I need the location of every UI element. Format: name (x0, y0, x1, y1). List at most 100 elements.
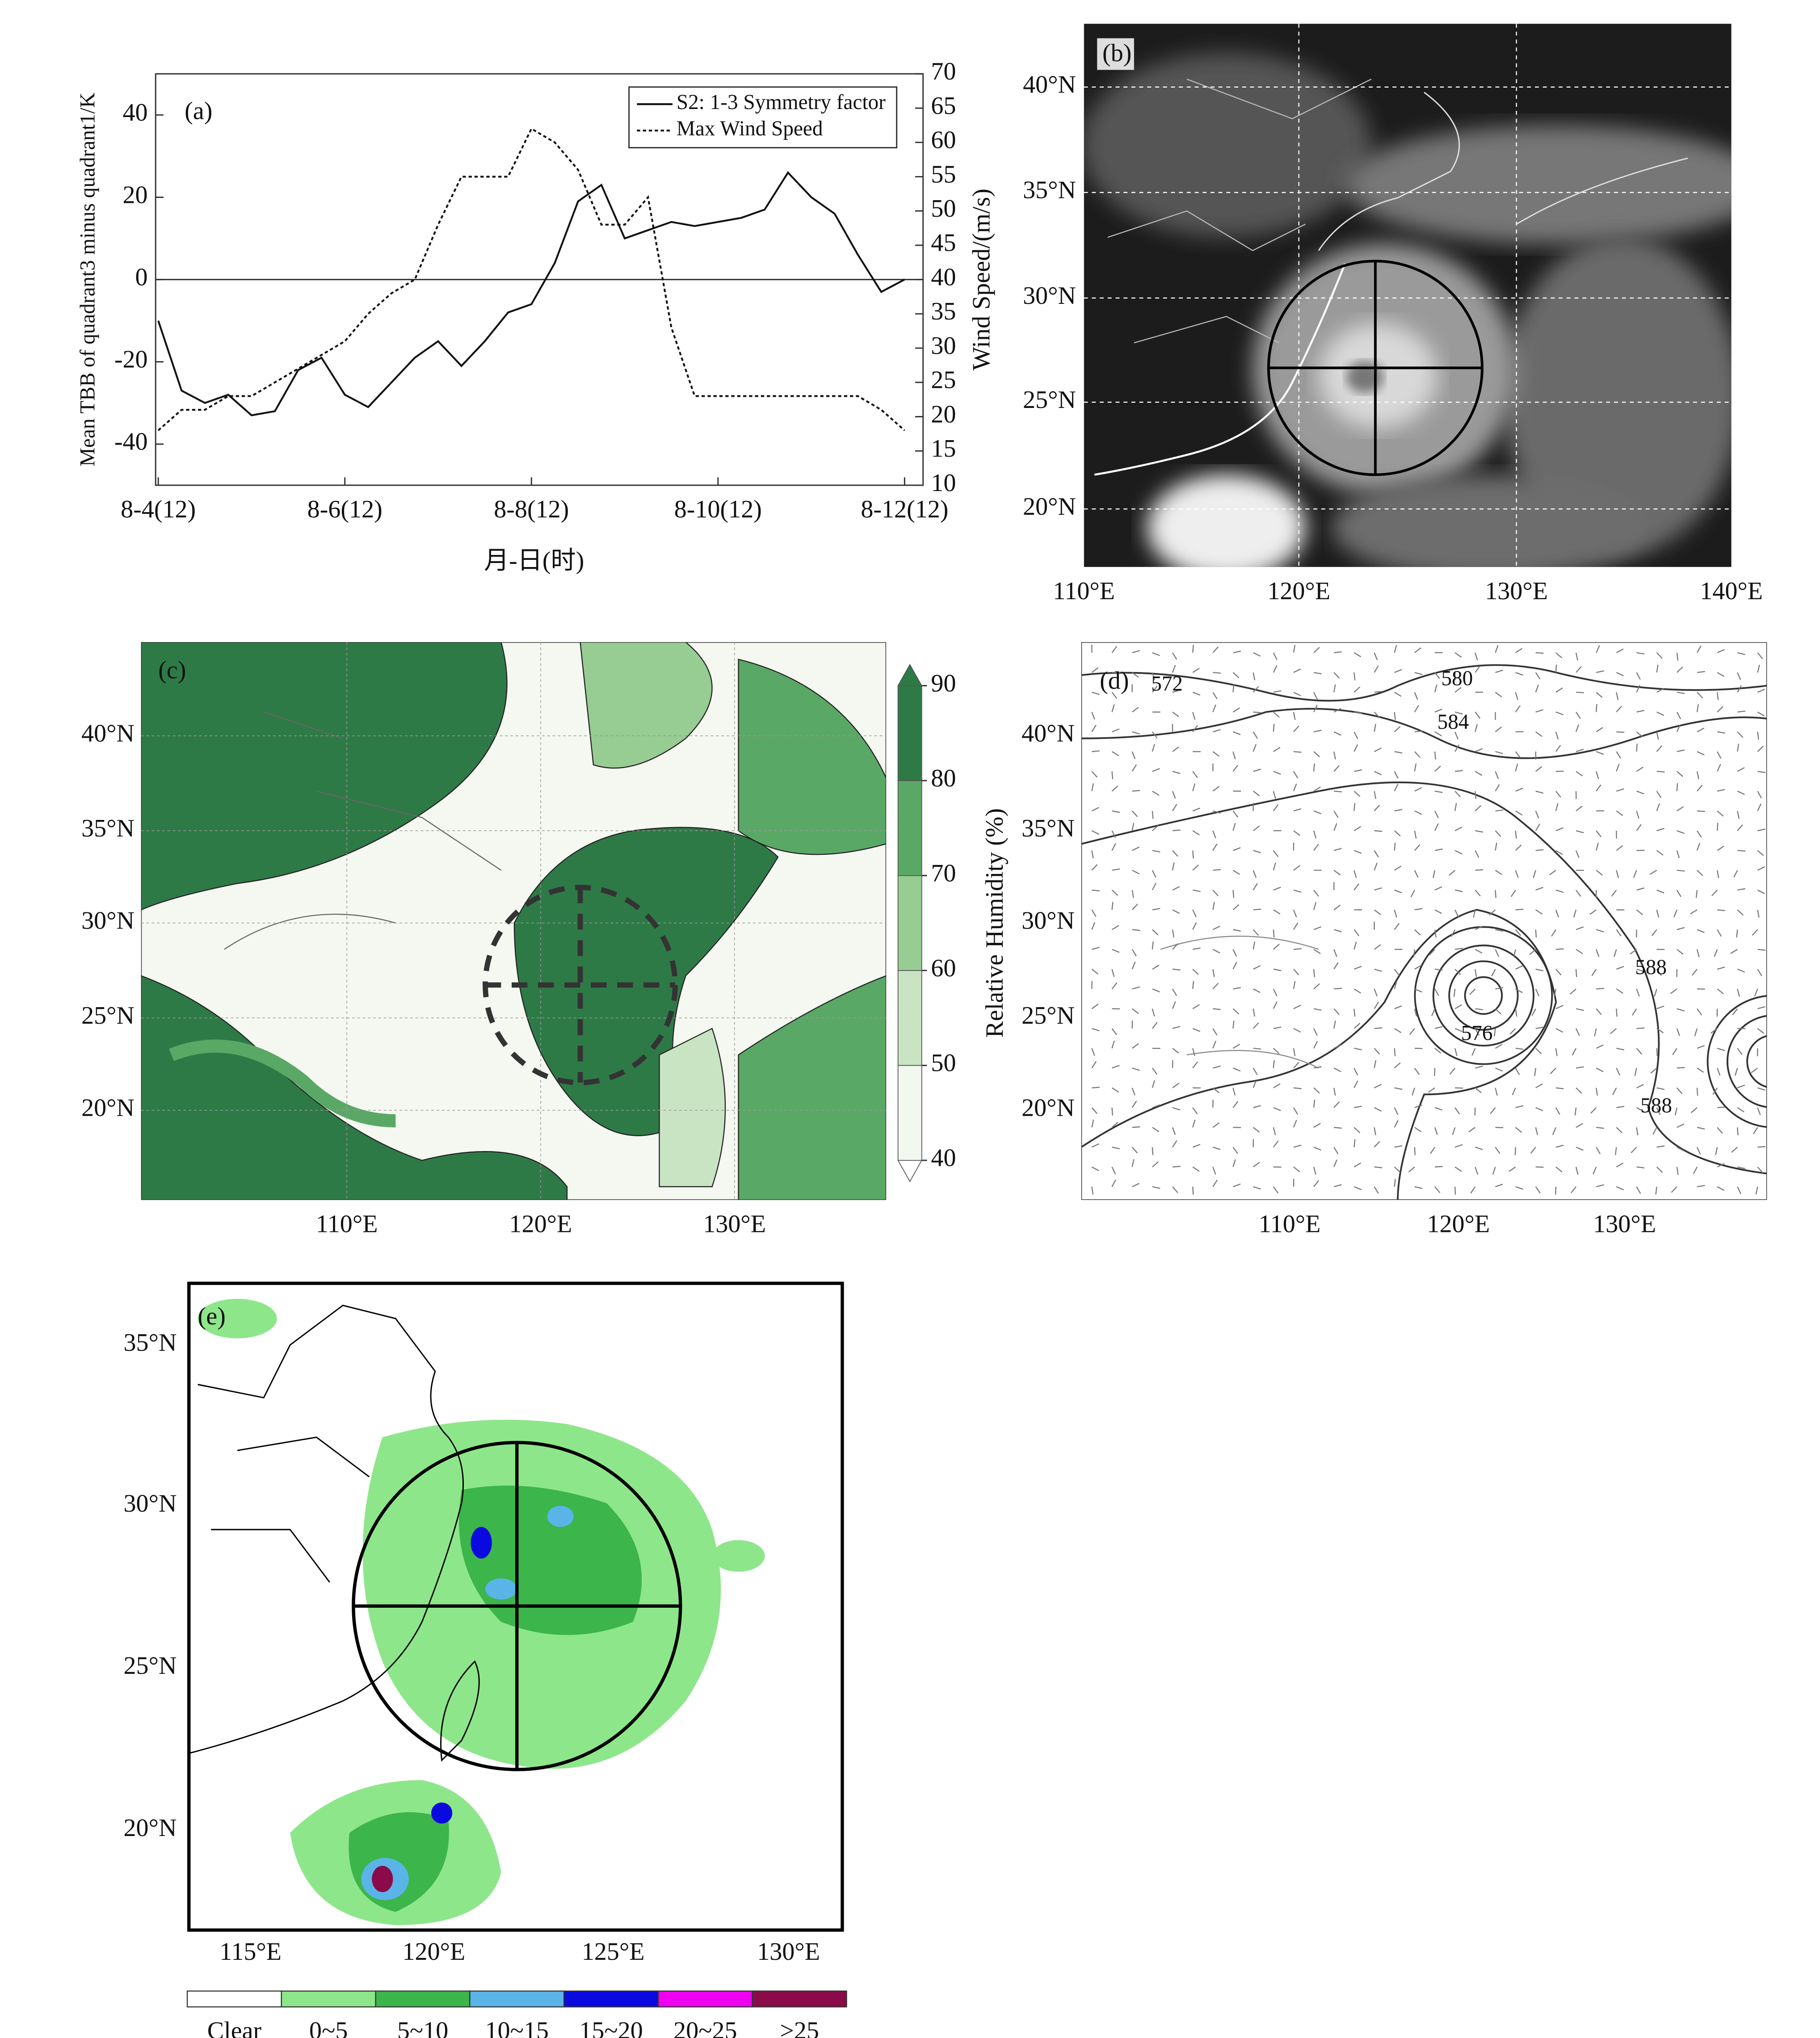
wind-barb (1192, 1119, 1196, 1128)
wind-barb (1717, 1163, 1725, 1168)
wind-barb (1394, 1120, 1399, 1128)
wind-barb (1535, 1186, 1541, 1194)
wind-barb (1515, 763, 1518, 772)
wind-map-part-part (1726, 1015, 1767, 1108)
wind-barb (1313, 830, 1317, 839)
wind-barb (1757, 1006, 1765, 1009)
wind-barb (1717, 751, 1722, 759)
wind-barb (1614, 949, 1617, 957)
wind-barb (1696, 1147, 1701, 1155)
wind-barb (1515, 787, 1523, 792)
legend-label: 0~5 (309, 2017, 348, 2038)
y2-tick-label: 50 (931, 195, 956, 223)
wind-barb (1273, 1127, 1276, 1135)
wind-barb (1414, 908, 1423, 911)
wind-barb (1555, 1087, 1564, 1089)
wind-barb (1552, 1127, 1556, 1135)
wind-barb (1475, 652, 1478, 661)
wind-barb (1575, 850, 1580, 858)
wind-barb (1253, 672, 1256, 681)
wind-barb (1152, 988, 1160, 992)
wind-barb (1515, 1127, 1522, 1133)
legend-label: Max Wind Speed (677, 117, 823, 140)
wind-barb (1313, 902, 1317, 910)
wind-barb (1596, 1044, 1604, 1049)
wind-barb (1555, 1048, 1558, 1056)
wind-barb (1333, 823, 1337, 831)
wind-barb (1212, 983, 1219, 990)
wind-map-part-part (1081, 664, 1767, 702)
wind-barb (1172, 909, 1180, 914)
wind-barb (1132, 986, 1140, 990)
wind-barb (1233, 651, 1241, 653)
wind-barb (1690, 1107, 1698, 1114)
wind-barb (1353, 1067, 1358, 1076)
wind-barb (1152, 929, 1159, 936)
wind-barb (1575, 652, 1578, 661)
wind-barb (1394, 771, 1399, 779)
wind-barb (1717, 845, 1724, 851)
wind-barb (1576, 748, 1584, 752)
wind-barb (1616, 1047, 1624, 1051)
wind-barb (1333, 1008, 1340, 1015)
lon-label: 115°E (219, 1938, 282, 1966)
wind-barb (1736, 929, 1738, 938)
wind-barb (1232, 1008, 1240, 1015)
wind-barb (1450, 929, 1456, 937)
lat-label: 35°N (81, 815, 135, 842)
satellite-image-part (1097, 38, 1134, 70)
wind-barb (1131, 1101, 1137, 1108)
wind-barb (1253, 1008, 1255, 1017)
wind-barb (1273, 1001, 1278, 1009)
wind-barb (1172, 886, 1180, 891)
wind-barb (1495, 726, 1502, 732)
wind-barb (1111, 1087, 1119, 1093)
wind-barb (1677, 870, 1685, 872)
wind-barb (1293, 969, 1299, 975)
wind-barb (1576, 1147, 1584, 1151)
wind-barb (1353, 988, 1362, 994)
wind-barb (1434, 811, 1439, 819)
wind-barb (1757, 771, 1766, 773)
y2-tick-label: 60 (931, 126, 956, 154)
wind-barb (1313, 1180, 1319, 1187)
wind-barb (1616, 1186, 1624, 1190)
wind-barb (1152, 882, 1156, 891)
wind-barb (1475, 748, 1483, 752)
wind-barb (1111, 982, 1118, 989)
wind-barb (1737, 1186, 1741, 1194)
wind-map-part-part (1448, 960, 1519, 1031)
wind-barb (1152, 1067, 1158, 1075)
wind-barb (1696, 771, 1699, 779)
wind-barb (1636, 1166, 1645, 1168)
wind-barb (1490, 1107, 1496, 1114)
wind-barb (1495, 784, 1500, 792)
wind-barb (1293, 830, 1300, 836)
wind-barb (1512, 1088, 1516, 1096)
wind-barb (1131, 1088, 1135, 1096)
wind-barb (1636, 672, 1641, 680)
wind-barb (1091, 909, 1097, 917)
wind-barb (1716, 870, 1719, 878)
wind-barb (1495, 890, 1496, 898)
wind-map-part-part (1432, 944, 1534, 1047)
wind-barb (1555, 850, 1563, 855)
wind-barb (1555, 1028, 1564, 1033)
wind-barb (1531, 1008, 1536, 1016)
satellite-image-part (1346, 361, 1383, 393)
x-tick-label: 8-6(12) (307, 496, 382, 523)
wind-barb (1697, 929, 1705, 933)
wind-barb (1670, 988, 1677, 994)
wind-barb (1757, 745, 1764, 752)
wind-barb (1656, 731, 1659, 740)
wind-barb (1757, 652, 1763, 660)
wind-barb (1757, 711, 1765, 717)
wind-barb (1535, 887, 1543, 891)
wind-barb (1596, 751, 1604, 755)
wind-barb (1475, 890, 1481, 897)
humidity-map-part (738, 658, 887, 855)
wind-barb (1313, 1167, 1316, 1175)
lat-label: 35°N (1023, 176, 1076, 204)
wind-barb (1172, 689, 1181, 693)
wind-barb (1374, 1001, 1379, 1009)
